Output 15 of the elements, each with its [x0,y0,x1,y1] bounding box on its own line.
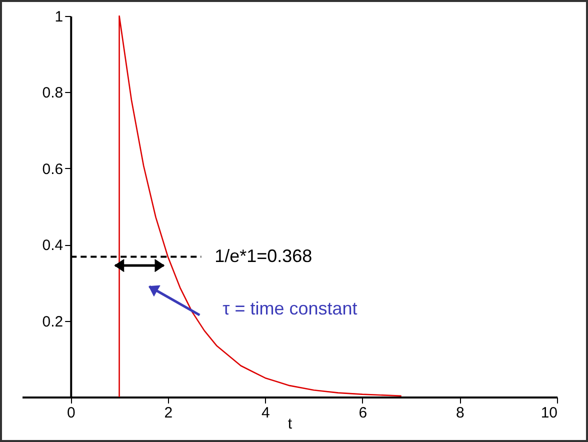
line-series [118,15,402,398]
x-tick-label: 10 [540,404,558,422]
x-axis-title: t [288,416,293,432]
x-tick-label: 0 [66,404,76,422]
y-tick-label: 1 [54,8,64,26]
x-tick-label: 8 [456,404,464,422]
y-tick-label: 0.8 [42,84,64,102]
y-tick-label: 0.4 [42,237,64,254]
ref-line-label: 1/e*1=0.368 [214,246,312,266]
annotation: τ = time constant [222,298,358,318]
x-tick-label: 4 [262,404,270,422]
x-tick-label: 6 [358,404,368,422]
y-tick-label: 0.6 [42,160,64,178]
x-tick-label: 2 [164,404,173,422]
y-tick-label: 0.2 [42,313,64,330]
